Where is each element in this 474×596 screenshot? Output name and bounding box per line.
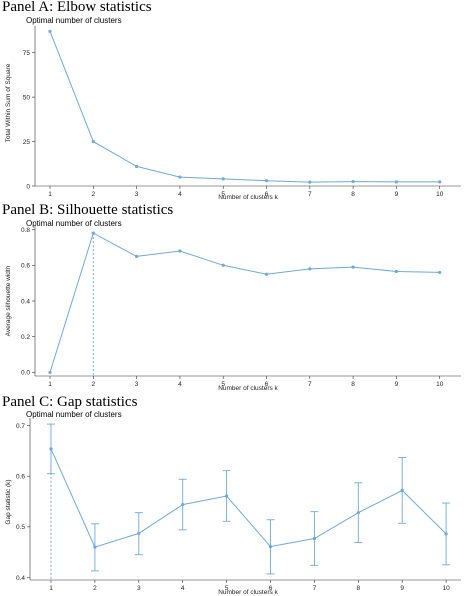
panel-a: Panel A: Elbow statistics Optimal number…: [2, 0, 461, 201]
panel-c: Panel C: Gap statistics Optimal number o…: [2, 394, 461, 596]
panel-c-x-tick-label: 3: [137, 585, 141, 592]
panel-b: Panel B: Silhouette statistics Optimal n…: [2, 202, 461, 392]
panel-a-x-tick-label: 9: [395, 191, 399, 198]
panel-b-x-tick-label: 7: [308, 381, 312, 388]
panel-a-x-tick-label: 1: [48, 191, 52, 198]
panel-a-data-point: [308, 180, 312, 184]
panel-a-data-point: [178, 175, 182, 179]
panel-c-data-point: [137, 531, 141, 536]
panel-a-y-tick-label: 0: [26, 183, 30, 190]
panel-a-y-tick-label: 25: [23, 139, 31, 146]
panel-c-x-tick-label: 5: [225, 585, 229, 592]
panel-a-data-point: [394, 180, 398, 184]
panel-b-data-point: [351, 265, 355, 269]
panel-c-series-line: [50, 448, 447, 548]
panel-c-data-point: [268, 544, 273, 549]
panel-b-y-tick-label: 0.0: [21, 370, 30, 377]
panel-c-data-point: [181, 502, 185, 507]
panel-b-subtitle: Optimal number of clusters: [26, 219, 122, 228]
panel-b-data-point: [48, 370, 52, 375]
panel-c-x-tick-label: 10: [442, 585, 450, 592]
panel-c-data-point: [400, 488, 404, 492]
panel-b-title: Panel B: Silhouette statistics: [2, 202, 173, 218]
panel-a-x-tick-label: 7: [308, 191, 312, 198]
panel-c-x-tick-label: 6: [269, 585, 273, 592]
panel-b-x-tick-label: 5: [221, 381, 225, 388]
panel-c-plot: 0.4 0.5 0.6 0.7 1 2 3 4 5 6 7 8 9 10: [16, 418, 461, 592]
panel-b-y-tick-label: 0.6: [21, 263, 30, 270]
panel-a-x-tick-label: 6: [265, 191, 269, 198]
panel-b-data-point: [91, 231, 95, 235]
panel-a-x-tick-label: 3: [135, 191, 139, 198]
panel-c-x-tick-label: 4: [181, 585, 185, 592]
panel-a-data-point: [351, 179, 355, 184]
panel-c-data-point: [312, 536, 316, 541]
panel-a-plot: 0 25 50 75 1 2 3 4 5 6 7 8 9 10: [23, 26, 461, 198]
panel-b-y-tick-label: 0.4: [21, 298, 30, 305]
panel-a-y-tick-label: 75: [23, 50, 31, 57]
panel-c-data-point: [444, 532, 448, 536]
panel-b-data-point: [308, 267, 312, 271]
panel-b-y-tick-label: 0.2: [21, 334, 30, 341]
panel-b-x-tick-label: 4: [178, 381, 182, 388]
panel-a-data-point: [48, 29, 52, 33]
panel-a-x-tick-label: 10: [436, 191, 444, 198]
panel-c-x-tick-label: 7: [313, 585, 317, 592]
panel-a-data-point: [135, 164, 139, 169]
panel-b-x-tick-label: 8: [351, 381, 355, 388]
panel-c-data-point: [225, 494, 229, 498]
panel-b-x-axis-label: Number of clusters k: [218, 385, 278, 392]
panel-c-y-tick-label: 0.7: [16, 423, 25, 430]
panel-c-x-axis-label: Number of clusters k: [218, 589, 278, 596]
panel-c-y-axis-label: Gap statistic (k): [5, 479, 12, 524]
panel-a-data-point: [91, 139, 95, 144]
panel-b-x-tick-label: 2: [91, 381, 95, 388]
panel-c-y-tick-label: 0.5: [16, 524, 25, 531]
panel-b-plot: 0.0 0.2 0.4 0.6 0.8 1 2 3 4 5 6 7 8 9 10: [21, 226, 461, 388]
panel-b-x-tick-label: 1: [48, 381, 52, 388]
panel-a-data-point: [438, 180, 442, 184]
panel-b-x-tick-label: 3: [135, 381, 139, 388]
panel-a-data-point: [221, 177, 225, 181]
panel-a-x-tick-label: 8: [351, 191, 355, 198]
panel-c-x-tick-label: 2: [93, 585, 97, 592]
panel-c-subtitle: Optimal number of clusters: [26, 410, 122, 419]
panel-a-y-tick-label: 50: [23, 94, 31, 101]
panel-b-data-point: [221, 263, 225, 267]
panel-b-data-point: [178, 249, 182, 253]
panel-a-series-line: [49, 31, 440, 183]
panel-c-x-tick-label: 1: [49, 585, 53, 592]
panel-a-data-point: [264, 179, 269, 183]
panel-c-y-tick-label: 0.6: [16, 474, 25, 481]
panel-c-data-point: [49, 447, 53, 451]
panel-b-data-point: [438, 270, 442, 275]
panel-a-x-axis-label: Number of clusters k: [218, 194, 278, 201]
panel-c-data-point: [93, 545, 97, 549]
panel-b-y-axis-label: Average silhouette width: [5, 265, 12, 336]
panel-b-x-tick-label: 10: [436, 381, 444, 388]
panel-b-data-point: [135, 254, 139, 258]
panel-c-y-tick-label: 0.4: [16, 575, 25, 582]
panel-a-x-tick-label: 2: [91, 191, 95, 198]
panel-a-subtitle: Optimal number of clusters: [26, 16, 122, 25]
panel-a-x-tick-label: 4: [178, 191, 182, 198]
panel-b-series-line: [49, 232, 440, 373]
panel-b-x-tick-label: 6: [265, 381, 269, 388]
panel-b-y-tick-label: 0.8: [21, 227, 30, 234]
panel-c-x-tick-label: 9: [400, 585, 404, 592]
panel-a-title: Panel A: Elbow statistics: [2, 0, 152, 15]
panel-b-data-point: [394, 269, 398, 274]
panel-a-x-tick-label: 5: [221, 191, 225, 198]
panel-a-y-axis-label: Total Within Sum of Square: [5, 63, 12, 142]
panel-c-x-tick-label: 8: [356, 585, 360, 592]
panel-c-title: Panel C: Gap statistics: [2, 394, 138, 410]
panel-b-data-point: [264, 272, 269, 276]
panel-b-x-tick-label: 9: [395, 381, 399, 388]
panel-c-data-point: [356, 511, 360, 515]
